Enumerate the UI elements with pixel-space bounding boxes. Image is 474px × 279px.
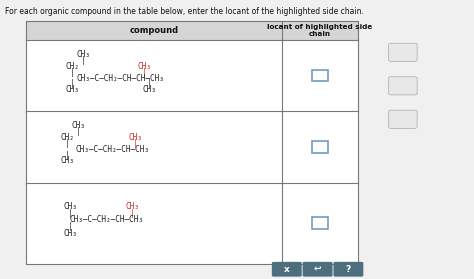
FancyBboxPatch shape xyxy=(389,110,417,128)
Text: ↩: ↩ xyxy=(314,265,321,274)
FancyBboxPatch shape xyxy=(333,262,363,277)
Bar xyxy=(312,70,328,81)
Text: |: | xyxy=(147,80,152,88)
Text: compound: compound xyxy=(129,26,179,35)
Text: |: | xyxy=(70,80,74,88)
FancyBboxPatch shape xyxy=(389,77,417,95)
Text: CH₂: CH₂ xyxy=(65,62,79,71)
Text: CH₃—C—CH₂—CH—CH—CH₃: CH₃—C—CH₂—CH—CH—CH₃ xyxy=(77,74,165,83)
Text: CH₃: CH₃ xyxy=(63,229,77,238)
Bar xyxy=(26,40,358,264)
Text: CH₃—C—CH₂—CH—CH₃: CH₃—C—CH₂—CH—CH₃ xyxy=(70,215,144,224)
Text: |: | xyxy=(142,68,147,77)
Bar xyxy=(312,217,328,229)
Text: ?: ? xyxy=(346,265,351,274)
Text: |: | xyxy=(68,222,73,231)
Text: |: | xyxy=(65,151,70,160)
Text: x: x xyxy=(284,265,290,274)
Text: For each organic compound in the table below, enter the locant of the highlighte: For each organic compound in the table b… xyxy=(5,7,364,16)
Text: CH₃: CH₃ xyxy=(71,121,85,130)
Text: |: | xyxy=(68,209,73,218)
Text: CH₃: CH₃ xyxy=(76,50,90,59)
Text: |: | xyxy=(70,68,74,77)
Text: CH₃: CH₃ xyxy=(65,85,79,94)
Text: |: | xyxy=(133,139,137,148)
FancyBboxPatch shape xyxy=(272,262,301,277)
Text: |: | xyxy=(76,127,81,136)
Text: CH₃: CH₃ xyxy=(63,202,77,211)
Text: CH₂: CH₂ xyxy=(61,133,75,142)
Text: |: | xyxy=(130,209,135,218)
Text: CH₃: CH₃ xyxy=(142,85,156,94)
Text: locant of highlighted side
chain: locant of highlighted side chain xyxy=(267,24,373,37)
FancyBboxPatch shape xyxy=(389,43,417,61)
Text: |: | xyxy=(81,56,85,65)
Text: CH₃: CH₃ xyxy=(61,157,75,165)
Bar xyxy=(26,21,358,40)
Bar xyxy=(312,141,328,153)
Text: |: | xyxy=(65,139,70,148)
Text: CH₃: CH₃ xyxy=(128,133,142,142)
Text: CH₃—C—CH₂—CH—CH₃: CH₃—C—CH₂—CH—CH₃ xyxy=(76,145,150,154)
Text: CH₃: CH₃ xyxy=(126,202,140,211)
Text: CH₃: CH₃ xyxy=(137,62,152,71)
FancyBboxPatch shape xyxy=(302,262,333,277)
